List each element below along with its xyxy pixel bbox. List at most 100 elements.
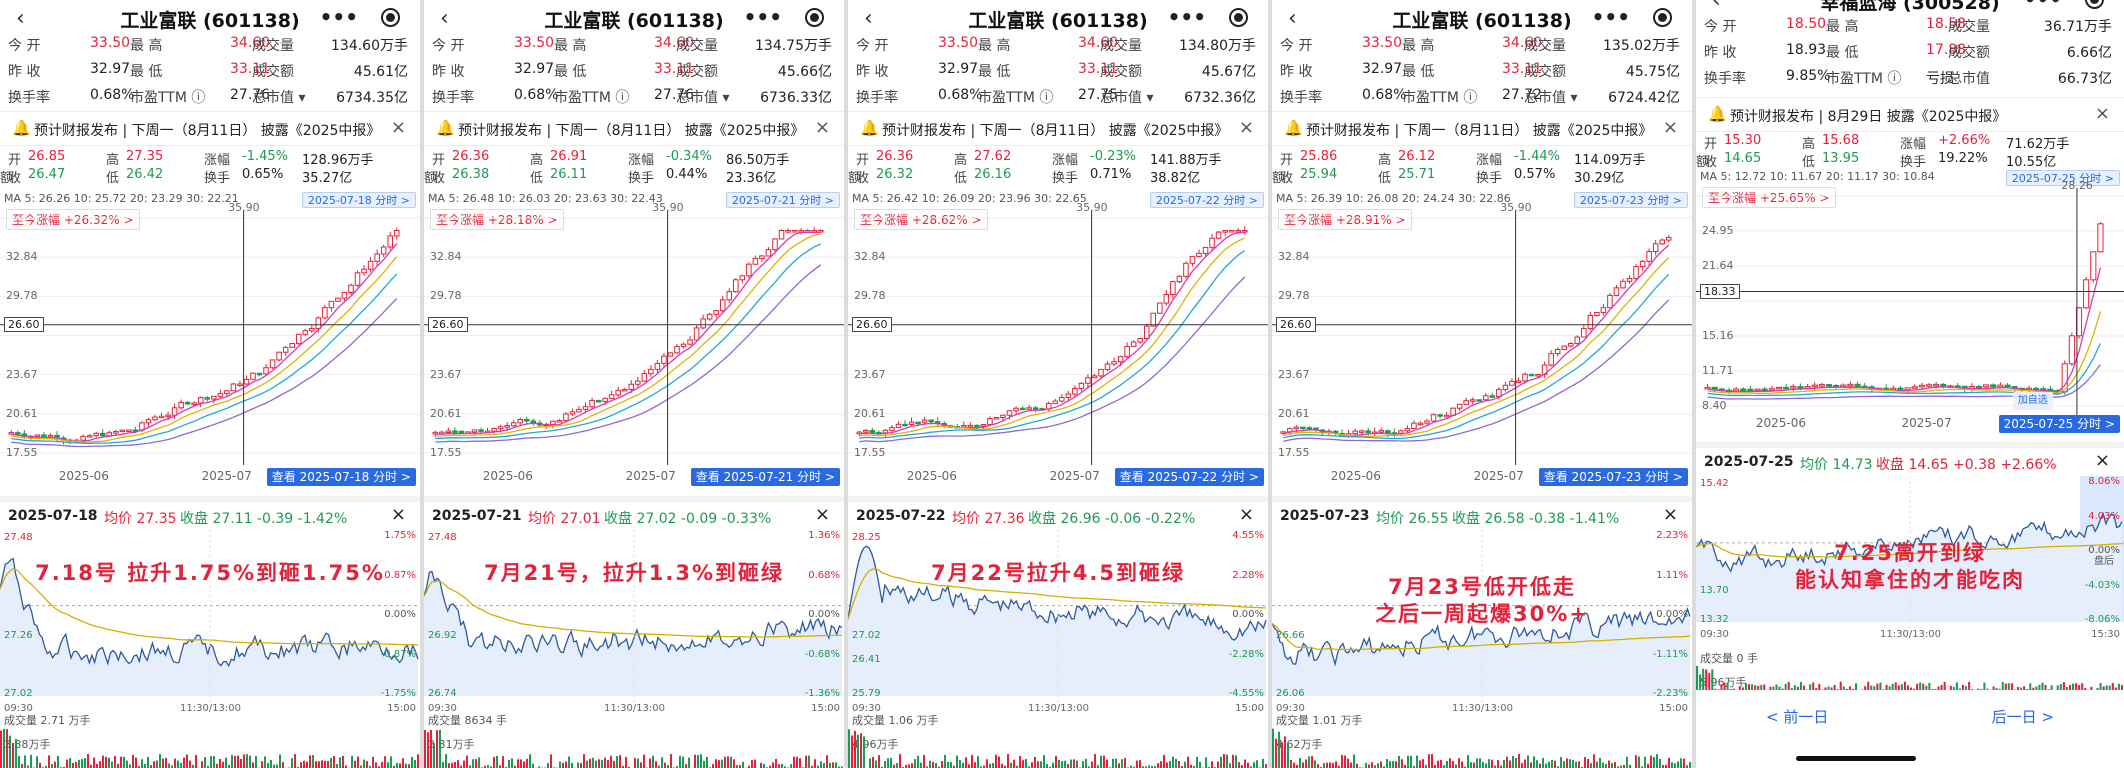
volume-bar bbox=[721, 759, 723, 768]
candle-body bbox=[706, 313, 713, 320]
candles-svg bbox=[0, 210, 420, 465]
more-icon[interactable]: ••• bbox=[743, 5, 782, 29]
volume-bar bbox=[1754, 685, 1757, 690]
view-intraday-button[interactable]: 查看 2025-07-23 分时 > bbox=[1538, 468, 1688, 486]
volume-bar bbox=[384, 756, 386, 768]
close-icon[interactable]: × bbox=[814, 504, 830, 525]
volume-bar bbox=[291, 758, 293, 768]
close-icon[interactable]: × bbox=[390, 504, 406, 525]
since-change-button[interactable]: 至今涨幅 +25.65% > bbox=[1702, 187, 1836, 208]
intraday-chart[interactable]: 26.66 26.06 2.23% 1.11% 0.00% -1.11% -2.23% 09:… bbox=[1272, 530, 1692, 714]
close-icon[interactable]: × bbox=[1238, 117, 1254, 138]
earnings-notice[interactable]: 🔔 预计财报发布 | 下周一（8月11日） 披露《2025中报》 × bbox=[1272, 111, 1692, 146]
earnings-notice[interactable]: 🔔 预计财报发布 | 8月29日 披露《2025中报》 × bbox=[1696, 97, 2124, 132]
volume-bar bbox=[1115, 758, 1117, 768]
more-icon[interactable]: ••• bbox=[319, 5, 358, 29]
close-icon[interactable]: × bbox=[1238, 504, 1254, 525]
candle-body bbox=[693, 327, 700, 341]
back-arrow-icon[interactable]: ‹ bbox=[1288, 6, 1297, 31]
back-arrow-icon[interactable]: ‹ bbox=[16, 6, 25, 31]
candle-body bbox=[1117, 356, 1124, 363]
view-intraday-button[interactable]: 查看 2025-07-18 分时 > bbox=[266, 468, 416, 486]
kline-chart[interactable]: MA 5: 12.72 10: 11.67 20: 11.17 30: 10.8… bbox=[1696, 170, 2124, 440]
add-watchlist-button[interactable]: 加自选 bbox=[2012, 392, 2053, 410]
volume-bar bbox=[478, 757, 480, 768]
x-tick: 2025-07 bbox=[1901, 416, 1952, 430]
volume-bar bbox=[72, 762, 74, 768]
quote-cell: 45.61亿 bbox=[353, 64, 408, 80]
earnings-notice[interactable]: 🔔 预计财报发布 | 下周一（8月11日） 披露《2025中报》 × bbox=[0, 111, 420, 146]
date-tag[interactable]: 2025-07-21 分时 > bbox=[725, 192, 840, 208]
quote-row: 换手率 0.68% 市盈TTM ⓘ 27.76 总市值 ▾ 6736.33亿 bbox=[424, 85, 844, 111]
volume-bar bbox=[168, 763, 170, 768]
date-tag[interactable]: 2025-07-18 分时 > bbox=[301, 192, 416, 208]
close-icon[interactable]: × bbox=[2094, 450, 2110, 471]
kline-chart[interactable]: MA 5: 26.42 10: 26.09 20: 23.96 30: 22.6… bbox=[848, 192, 1268, 487]
quote-cell: 34.60 bbox=[1078, 35, 1119, 51]
kline-chart[interactable]: MA 5: 26.39 10: 26.08 20: 24.24 30: 22.8… bbox=[1272, 192, 1692, 487]
quote-cell: 换手率 bbox=[432, 90, 474, 106]
date-tag[interactable]: 2025-07-25 分时 > bbox=[2005, 170, 2120, 186]
more-icon[interactable]: ••• bbox=[1591, 5, 1630, 29]
volume-bar bbox=[442, 761, 444, 768]
close-icon[interactable]: × bbox=[1662, 117, 1678, 138]
date-tag[interactable]: 2025-07-22 分时 > bbox=[1149, 192, 1264, 208]
quote-cell: 27.76 bbox=[654, 87, 695, 103]
intraday-chart[interactable]: 27.48 27.26 27.02 1.75% 0.87% 0.00% -0.87% -1.7… bbox=[0, 530, 420, 714]
view-intraday-button[interactable]: 2025-07-25 分时 > bbox=[1998, 415, 2120, 433]
since-change-button[interactable]: 至今涨幅 +28.62% > bbox=[854, 209, 988, 230]
candle-body bbox=[1613, 287, 1620, 296]
volume-bar bbox=[1705, 669, 1708, 690]
volume-bar bbox=[601, 759, 603, 768]
close-icon[interactable]: × bbox=[390, 117, 406, 138]
volume-bar bbox=[1919, 682, 1922, 690]
view-intraday-button[interactable]: 查看 2025-07-22 分时 > bbox=[1114, 468, 1264, 486]
close-icon[interactable]: × bbox=[814, 117, 830, 138]
kline-chart[interactable]: MA 5: 26.48 10: 26.03 20: 23.63 30: 22.4… bbox=[424, 192, 844, 487]
intraday-chart[interactable]: 28.25 27.02 26.41 25.79 4.55% 2.28% 0.00% -2.28… bbox=[848, 530, 1268, 714]
next-day-button[interactable]: 后一日 > bbox=[1991, 708, 2054, 726]
intraday-chart[interactable]: 27.48 26.92 26.74 1.36% 0.68% 0.00% -0.68% -1.3… bbox=[424, 530, 844, 714]
view-intraday-button[interactable]: 查看 2025-07-21 分时 > bbox=[690, 468, 840, 486]
candles-svg bbox=[848, 210, 1268, 465]
prev-day-button[interactable]: < 前一日 bbox=[1766, 708, 1829, 726]
since-change-button[interactable]: 至今涨幅 +28.18% > bbox=[430, 209, 564, 230]
target-icon[interactable] bbox=[805, 8, 824, 27]
close-icon[interactable]: × bbox=[1662, 504, 1678, 525]
volume-bar bbox=[129, 764, 131, 768]
intraday-price-tick: 27.48 bbox=[4, 532, 33, 543]
earnings-notice[interactable]: 🔔 预计财报发布 | 下周一（8月11日） 披露《2025中报》 × bbox=[848, 111, 1268, 146]
earnings-notice[interactable]: 🔔 预计财报发布 | 下周一（8月11日） 披露《2025中报》 × bbox=[424, 111, 844, 146]
back-arrow-icon[interactable]: ‹ bbox=[440, 6, 449, 31]
avg-line bbox=[424, 580, 843, 638]
volume-bar bbox=[953, 765, 955, 768]
date-tag[interactable]: 2025-07-23 分时 > bbox=[1573, 192, 1688, 208]
stat-label: 低 bbox=[1378, 171, 1392, 186]
volume-bar bbox=[36, 756, 38, 768]
close-icon[interactable]: × bbox=[2094, 103, 2110, 124]
back-arrow-icon[interactable]: ‹ bbox=[1712, 0, 1721, 13]
since-change-button[interactable]: 至今涨幅 +26.32% > bbox=[6, 209, 140, 230]
volume-bar bbox=[2081, 683, 2084, 690]
stat-close: 26.47 bbox=[28, 167, 66, 182]
back-arrow-icon[interactable]: ‹ bbox=[864, 6, 873, 31]
candle-body bbox=[8, 432, 15, 435]
more-icon[interactable]: ••• bbox=[2024, 0, 2062, 11]
kline-chart[interactable]: MA 5: 26.26 10: 25.72 20: 23.29 30: 22.2… bbox=[0, 192, 420, 487]
candle-body bbox=[1352, 430, 1358, 435]
ma-legend: MA 5: 26.39 10: 26.08 20: 24.24 30: 22.8… bbox=[1276, 192, 1511, 205]
more-icon[interactable]: ••• bbox=[1167, 5, 1206, 29]
volume-bar bbox=[360, 765, 362, 768]
candle-body bbox=[224, 390, 230, 395]
volume-bar bbox=[941, 761, 943, 768]
intraday-chart[interactable]: 15.42 13.70 13.32 8.06% 4.03% 0.00% -4.03% -8.0… bbox=[1696, 476, 2124, 646]
since-change-button[interactable]: 至今涨幅 +28.91% > bbox=[1278, 209, 1412, 230]
volume-bar bbox=[1778, 686, 1781, 690]
target-icon[interactable] bbox=[1653, 8, 1672, 27]
home-indicator[interactable] bbox=[1796, 756, 1916, 761]
ma-line bbox=[435, 264, 822, 443]
volume-bar bbox=[959, 760, 961, 768]
target-icon[interactable] bbox=[1229, 8, 1248, 27]
target-icon[interactable] bbox=[381, 8, 400, 27]
volume-bar bbox=[366, 760, 368, 768]
